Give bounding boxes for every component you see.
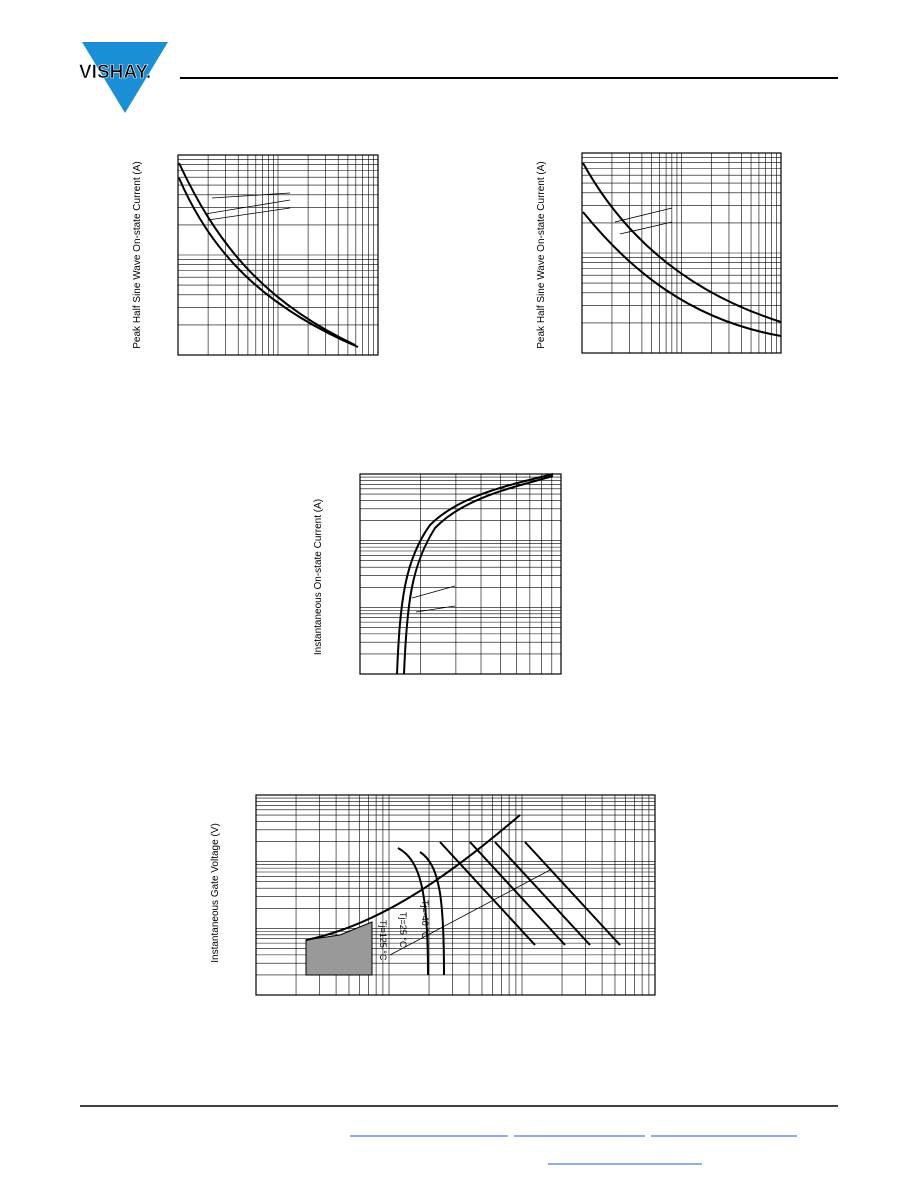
footer-links [350, 1135, 797, 1165]
curve [419, 851, 445, 976]
y-axis-label: Peak Half Sine Wave On-state Current (A) [132, 161, 143, 348]
curve [305, 814, 521, 941]
plot-frame [177, 154, 379, 356]
chart: Peak Half Sine Wave On-state Current (A) [536, 152, 782, 354]
leader [204, 192, 291, 221]
logo-text: VISHAY. [79, 62, 151, 83]
line [389, 869, 551, 956]
plot-frame [581, 152, 782, 354]
annotation: Tj=-40 °C [420, 900, 430, 939]
plot-frame [255, 794, 656, 996]
curve [178, 177, 359, 348]
curve [178, 162, 356, 346]
y-axis-label: Instantaneous On-state Current (A) [313, 499, 324, 655]
annotation: Tj=125 °C [378, 920, 388, 961]
curve [439, 841, 621, 946]
curve [396, 473, 554, 675]
curve [582, 211, 782, 337]
logo: VISHAY. [79, 42, 168, 113]
chart: Instantaneous On-state Current (A) [313, 473, 562, 675]
leader [411, 585, 456, 613]
y-axis-label: Peak Half Sine Wave On-state Current (A) [536, 161, 547, 348]
chart: Peak Half Sine Wave On-state Current (A) [132, 154, 379, 356]
curve [397, 847, 429, 976]
logo-triangle [82, 42, 168, 113]
shaded-region [305, 921, 373, 976]
y-axis-label: Instantaneous Gate Voltage (V) [210, 823, 221, 963]
curve [582, 162, 782, 323]
plot-frame [359, 473, 562, 675]
annotation: Tj=25 °C [398, 912, 408, 948]
chart: Instantaneous Gate Voltage (V) Tj=-40 °C… [210, 794, 656, 996]
curve [403, 475, 554, 675]
leader [614, 207, 673, 235]
